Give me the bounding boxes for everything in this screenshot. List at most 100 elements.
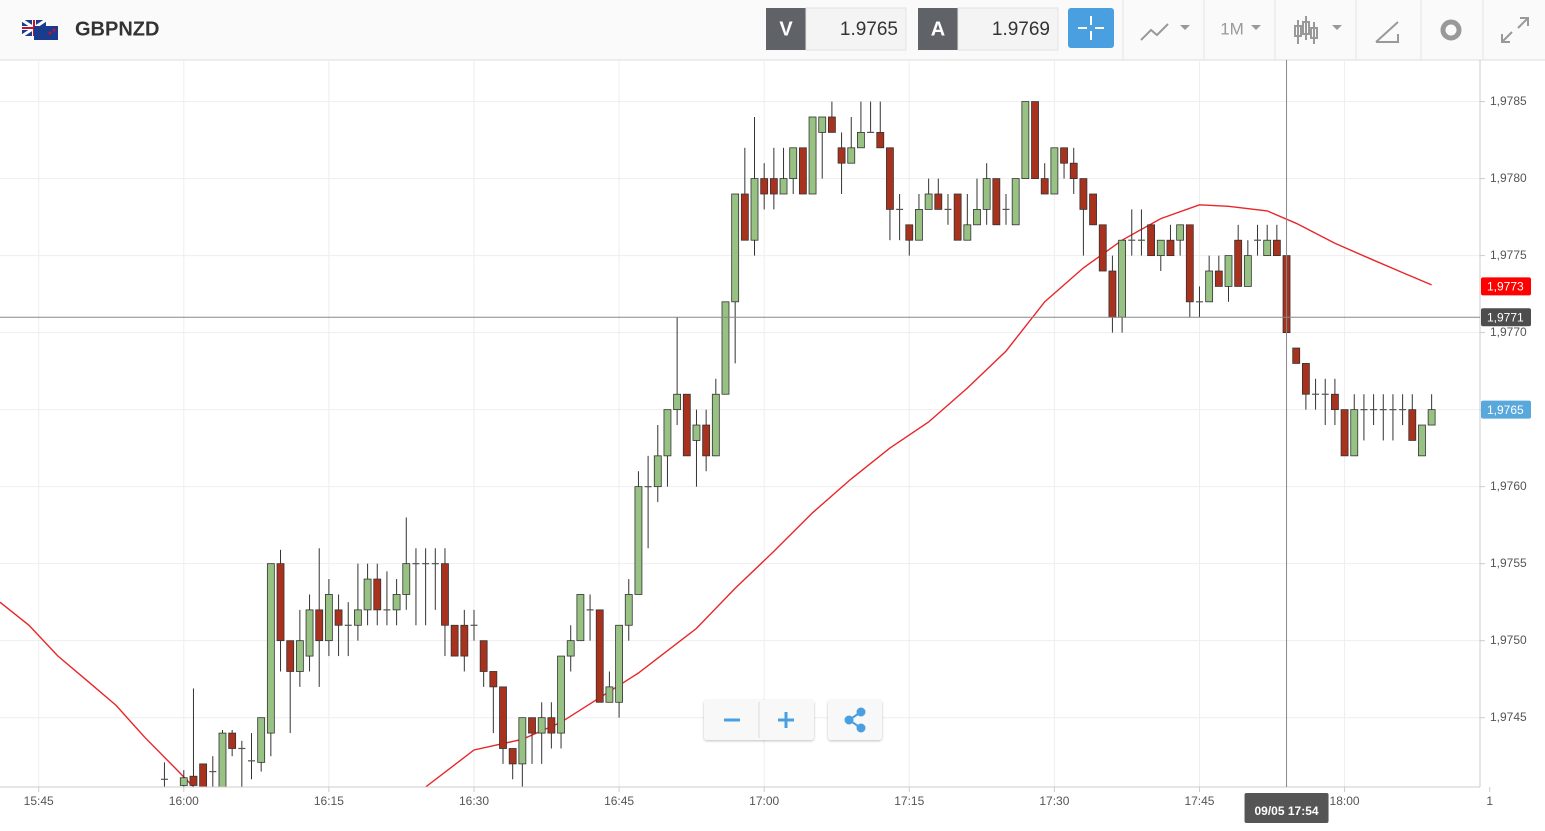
candle-body [218,732,227,787]
candle-body [402,563,411,595]
candle-body [808,116,817,195]
candle-body [276,563,285,642]
candle-body [750,178,759,241]
candle-body [1098,224,1107,272]
candle-body [789,147,798,179]
price-marker-label: 1,9765 [1487,403,1524,417]
candle-body [1214,270,1223,287]
candle-body [189,775,198,786]
candle-body [537,717,546,734]
candle-body [760,178,769,195]
candle-body [1108,270,1117,318]
candle-body [1176,224,1185,241]
candle-body [595,609,604,703]
candle-body [1331,393,1339,411]
candle-body [315,609,324,642]
x-tick-label: 16:15 [314,794,344,808]
crosshair-time-label: 09/05 17:54 [1255,804,1319,818]
candle-body [1272,239,1281,257]
y-tick-label: 1,9770 [1490,325,1527,339]
candle-body [605,686,614,703]
candle-body [682,393,691,457]
share-button[interactable] [828,700,882,740]
candle-body [508,748,517,765]
candle-body [847,147,856,164]
candle-body [615,624,623,703]
x-tick-label: 17:45 [1184,794,1214,808]
price-marker-label: 1,9773 [1487,280,1524,294]
bid-label: V [779,18,793,40]
grid [0,60,1480,787]
flag [21,18,58,40]
candle-body [915,209,923,241]
candle-body [1021,101,1030,179]
y-tick-label: 1,9780 [1490,171,1527,185]
candle-body [905,224,914,241]
candle-body [857,131,865,149]
candle-body [740,193,749,241]
candle-body [1340,409,1349,457]
candle-body [634,486,643,595]
candle-body [711,393,720,457]
candle-body [199,763,208,787]
crosshair-button[interactable] [1068,8,1114,48]
candle-body [547,717,556,734]
candle-body [624,594,633,626]
candle-body [982,178,991,210]
bid-button[interactable] [766,8,806,50]
ask-button[interactable] [918,8,958,50]
candle-body [1292,347,1301,364]
candle-body [324,594,333,642]
candle-body [924,193,933,210]
candle-body [798,147,807,195]
candle-body [1263,239,1272,257]
candle-body [1418,424,1426,457]
timeframe[interactable]: 1M [1220,19,1244,38]
candle-body [228,732,237,749]
candle-body [837,147,846,164]
candle-body [992,178,1001,226]
x-tick-label: 15:45 [24,794,54,808]
x-tick-label: 17:30 [1039,794,1069,808]
overlay: 1,97451,97501,97551,97601,97651,97701,97… [0,60,1531,823]
x-tick-label: 16:45 [604,794,634,808]
price-marker [1481,308,1531,327]
candle-body [1069,162,1078,179]
candle-body [1089,193,1097,226]
candle-body [1234,239,1243,287]
candle-body [392,594,401,611]
toolbar-separators [1122,0,1484,60]
toolbar-icons [1140,16,1529,44]
candle-body [1040,178,1049,195]
candle-body [721,301,730,395]
candle-body [528,717,536,734]
candle-body [441,563,449,626]
candle-body [566,640,575,657]
candle-body [1243,255,1252,287]
candle-body [460,624,469,657]
candle-body [576,594,585,642]
x-tick-label: 16:30 [459,794,489,808]
candle-body [373,578,382,611]
moving-average-line [0,204,1432,787]
candle-body [1301,363,1310,395]
candle-body [1031,101,1039,179]
candle-body [334,609,343,626]
symbol: GBPNZD [75,18,159,40]
crosshair-time-box [1244,793,1329,823]
candle-body [731,193,740,303]
candle-body [1118,239,1126,318]
x-tick-label: 17:00 [749,794,779,808]
candle-body [1350,409,1359,457]
price-marker [1481,277,1531,296]
x-tick-label: 1 [1486,794,1493,808]
candle-body [295,640,304,672]
candle-body [1079,178,1088,210]
ask-price: 1.9769 [992,19,1050,40]
bid-price: 1.9765 [840,19,898,40]
candle-body [1147,224,1156,257]
candle-body [479,640,488,672]
candle-body [518,717,527,765]
